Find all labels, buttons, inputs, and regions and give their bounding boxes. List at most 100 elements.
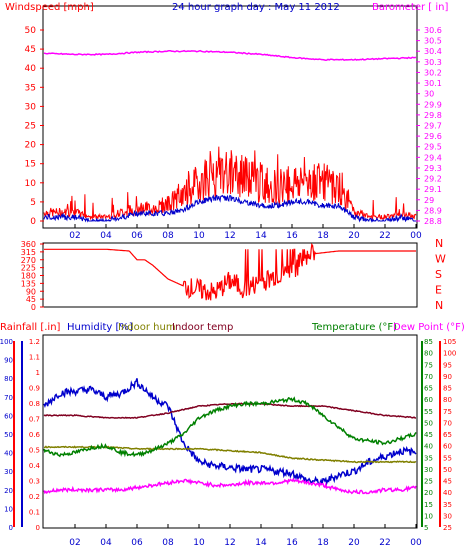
humidity-x-tick-label: 00: [410, 538, 422, 548]
direction-panel-frame: [42, 242, 418, 308]
humidity-plot-area: [43, 378, 417, 495]
temperature-tick-label: 45: [424, 431, 433, 439]
direction-tick-label: 225: [21, 264, 36, 273]
windspeed-series-line: [43, 146, 417, 221]
humidity-tick-label: 30: [4, 468, 13, 476]
humidity-tick-label: 40: [4, 450, 13, 458]
humidity-panel-axes: 0 0.1 0.2 0.3 0.4 0.5 0.6 0.7 0.8 0.9 1 1.1 1.2 0 10 20…: [0, 338, 456, 532]
series-line-hum: [43, 378, 417, 487]
rainfall-axis-title: Rainfall [.in]: [0, 322, 61, 333]
baro-tick-label: 29.7: [424, 122, 442, 131]
temperature-tick-label: 80: [424, 350, 433, 358]
wind-plot-area: [43, 49, 417, 223]
wind-tick-label: 0: [30, 217, 36, 227]
wind-x-tick-label: 02: [69, 231, 80, 241]
baro-tick-label: 29.8: [424, 111, 442, 120]
temperature-tick-label: 50: [424, 419, 433, 427]
wind-x-tick-label: 08: [162, 231, 174, 241]
rainfall-tick-label: 0.4: [29, 462, 41, 470]
barometer-axis-title: Barometer [ in]: [372, 2, 448, 13]
baro-tick-label: 29.1: [424, 185, 442, 194]
wind-average-series-line: [43, 194, 416, 223]
baro-tick-label: 29.6: [424, 132, 442, 141]
wind-tick-label: 15: [25, 160, 36, 170]
baro-tick-label: 30.2: [424, 68, 442, 77]
compass-label-3: E: [435, 284, 442, 297]
dewpoint-tick-label: 95: [443, 361, 452, 369]
baro-tick-label: 28.9: [424, 206, 442, 215]
rainfall-tick-label: 0.5: [29, 447, 40, 455]
baro-tick-label: 30.1: [424, 79, 442, 88]
compass-label-0: N: [435, 237, 443, 250]
dewpoint-tick-label: 30: [443, 512, 452, 520]
wind-tick-label: 45: [25, 45, 36, 55]
humidity-x-tick-label: 02: [69, 538, 80, 548]
baro-tick-label: 29.3: [424, 164, 442, 173]
dewpoint-tick-label: 105: [443, 338, 456, 346]
humidity-panel-frame: [42, 334, 418, 529]
dewpoint-axis-title: Dew Point (°F): [393, 322, 465, 333]
wind-tick-label: 30: [25, 102, 37, 112]
dewpoint-tick-label: 70: [443, 419, 452, 427]
humidity-tick-label: 20: [4, 487, 13, 495]
baro-tick-label: 29: [424, 196, 434, 205]
humidity-tick-label: 70: [4, 394, 13, 402]
direction-tick-label: 360: [21, 240, 36, 249]
wind-tick-label: 35: [25, 83, 36, 93]
humidity-tick-label: 10: [4, 505, 13, 513]
baro-tick-label: 30.3: [424, 58, 442, 67]
wind-tick-label: 25: [25, 122, 36, 132]
wind-tick-label: 20: [25, 141, 37, 151]
indoor-temp-title: Indoor temp: [172, 322, 233, 333]
wind-x-tick-label: 20: [348, 231, 360, 241]
wind-tick-label: 10: [25, 179, 37, 189]
compass-label-2: S: [435, 268, 442, 281]
dewpoint-tick-label: 35: [443, 501, 452, 509]
barometer-right-ticks: 28.8 28.929 29.129.2 29.3 29.429.5 29.629.7 29…: [416, 26, 442, 226]
humidity-x-tick-label: 04: [100, 538, 112, 548]
rainfall-tick-label: 1.1: [29, 354, 40, 362]
humidity-x-tick-label: 14: [255, 538, 267, 548]
humidity-x-tick-label: 12: [224, 538, 235, 548]
baro-tick-label: 30: [424, 90, 434, 99]
wind-x-tick-label: 16: [286, 231, 298, 241]
dewpoint-tick-label: 55: [443, 454, 452, 462]
graph-title: 24 hour graph day : May 11 2012: [172, 2, 340, 13]
direction-tick-label: 45: [26, 295, 36, 304]
wind-x-tick-label: 18: [317, 231, 329, 241]
rainfall-tick-label: 1.2: [29, 338, 40, 346]
dewpoint-tick-label: 90: [443, 373, 452, 381]
baro-tick-label: 30.6: [424, 26, 442, 35]
humidity-tick-label: 0: [9, 524, 13, 532]
indoor-hum-title: Indoor hum: [118, 322, 176, 333]
temperature-tick-label: 35: [424, 454, 433, 462]
dewpoint-tick-label: 50: [443, 466, 452, 474]
temperature-tick-label: 70: [424, 373, 433, 381]
baro-tick-label: 29.5: [424, 143, 442, 152]
humidity-tick-label: 60: [4, 412, 13, 420]
humidity-tick-label: 50: [4, 431, 13, 439]
humidity-x-tick-label: 22: [379, 538, 390, 548]
wind-tick-label: 40: [25, 64, 37, 74]
dewpoint-tick-label: 65: [443, 431, 452, 439]
humidity-tick-label: 100: [0, 338, 13, 346]
direction-tick-label: 315: [21, 248, 36, 257]
temperature-axis-title: Temperature (°F): [311, 322, 397, 333]
rainfall-tick-label: 0.9: [29, 385, 40, 393]
humidity-x-tick-label: 06: [131, 538, 143, 548]
wind-x-tick-label: 06: [131, 231, 143, 241]
dewpoint-tick-label: 40: [443, 489, 452, 497]
rainfall-tick-label: 0.2: [29, 493, 40, 501]
baro-tick-label: 29.4: [424, 153, 442, 162]
temperature-tick-label: 20: [424, 489, 433, 497]
dewpoint-tick-label: 100: [443, 350, 456, 358]
barometer-series-line: [43, 49, 417, 62]
temperature-tick-label: 55: [424, 408, 433, 416]
humidity-x-tick-label: 10: [193, 538, 205, 548]
baro-tick-label: 30.4: [424, 47, 442, 56]
humidity-axis-title: Humidity [%]: [67, 322, 133, 333]
series-line-inhum: [43, 445, 417, 464]
humidity-x-ticks: 02 04 06 08 10 12 14 16 18 20 22 00: [69, 524, 422, 548]
